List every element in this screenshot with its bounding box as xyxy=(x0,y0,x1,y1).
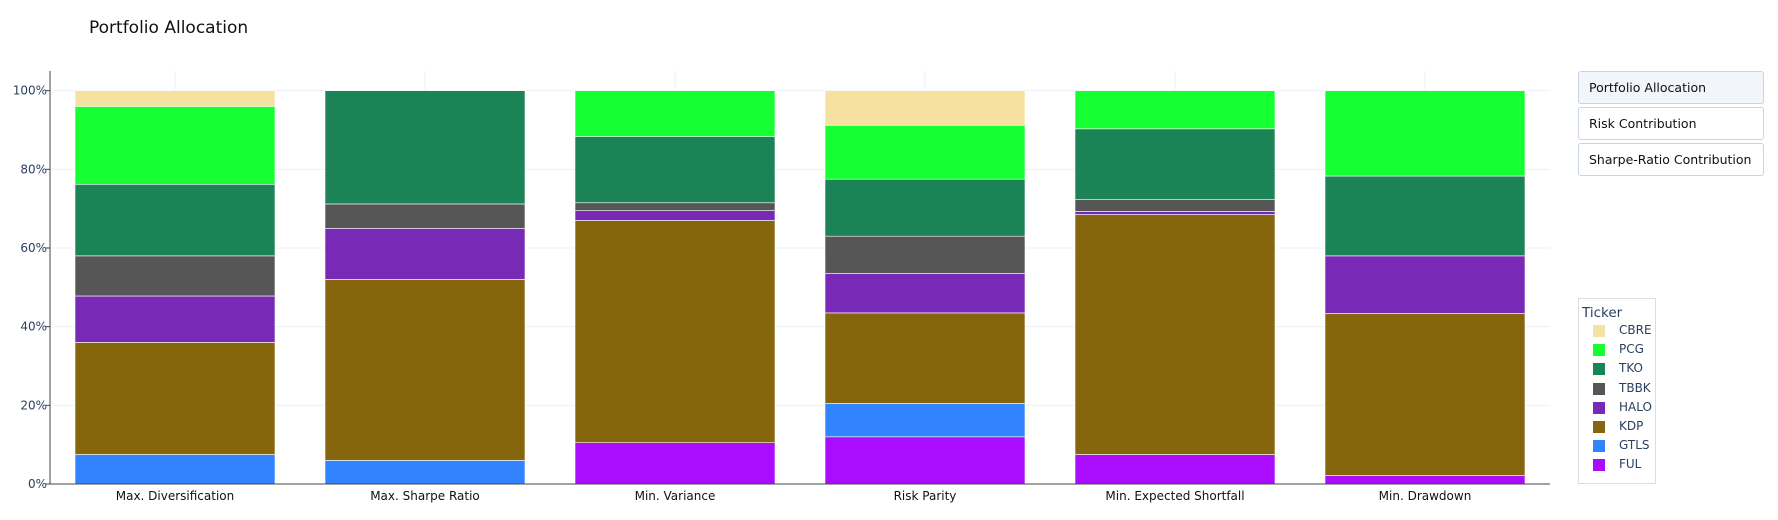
sharpe-ratio-contribution-button[interactable]: Sharpe-Ratio Contribution xyxy=(1578,143,1764,176)
bar-segment-halo[interactable] xyxy=(574,210,776,221)
bar-segment-halo[interactable] xyxy=(1074,211,1276,215)
chart-title: Portfolio Allocation xyxy=(89,18,249,38)
y-tick-label: 0% xyxy=(28,477,47,491)
bar-segment-cbre[interactable] xyxy=(74,90,276,107)
x-tick-label: Max. Diversification xyxy=(116,489,235,503)
bar-segment-tbbk[interactable] xyxy=(1074,199,1276,212)
bar-segment-ful[interactable] xyxy=(574,442,776,485)
bar-segment-halo[interactable] xyxy=(324,228,526,280)
bar-segment-kdp[interactable] xyxy=(1324,312,1526,476)
legend-label: FUL xyxy=(1619,457,1642,472)
legend-swatch xyxy=(1593,325,1605,337)
x-tick-label: Min. Variance xyxy=(635,489,716,503)
bar-segment-kdp[interactable] xyxy=(74,342,276,455)
y-tick-label: 80% xyxy=(20,162,47,176)
bar-segment-ful[interactable] xyxy=(824,436,1026,485)
bar-segment-ful[interactable] xyxy=(1324,475,1526,485)
bar-segment-gtls[interactable] xyxy=(324,460,526,485)
legend-item-halo[interactable]: HALO xyxy=(1579,398,1655,416)
bar-segment-kdp[interactable] xyxy=(824,312,1026,404)
x-tick-label: Max. Sharpe Ratio xyxy=(370,489,480,503)
bar-segment-pcg[interactable] xyxy=(574,90,776,137)
legend-swatch xyxy=(1593,363,1605,376)
bar-segment-pcg[interactable] xyxy=(74,106,276,185)
legend-label: KDP xyxy=(1619,419,1644,433)
bar-segment-halo[interactable] xyxy=(824,273,1026,314)
legend-swatch xyxy=(1593,382,1605,395)
legend-label: CBRE xyxy=(1619,323,1652,337)
bar-segment-gtls[interactable] xyxy=(74,454,276,485)
legend: Ticker CBRE PCG TKO TBBK HALO KDP GTLS FUL xyxy=(1578,298,1656,484)
y-tick-label: 40% xyxy=(20,320,47,334)
x-tick-label: Min. Drawdown xyxy=(1379,489,1472,503)
bar-segment-tko[interactable] xyxy=(1074,128,1276,200)
bar-segment-tko[interactable] xyxy=(324,90,526,205)
legend-swatch xyxy=(1593,401,1605,414)
view-menu: Portfolio Allocation Risk Contribution S… xyxy=(1578,71,1764,179)
bar-segment-kdp[interactable] xyxy=(574,220,776,443)
y-tick-label: 100% xyxy=(13,84,47,98)
bar-segment-pcg[interactable] xyxy=(1074,90,1276,130)
bar-segment-pcg[interactable] xyxy=(1324,90,1526,177)
legend-item-gtls[interactable]: GTLS xyxy=(1579,436,1655,454)
legend-swatch xyxy=(1593,440,1605,453)
legend-swatch xyxy=(1593,344,1605,357)
legend-label: GTLS xyxy=(1619,438,1650,453)
bar-segment-ful[interactable] xyxy=(1074,454,1276,485)
bar-segment-tbbk[interactable] xyxy=(324,203,526,229)
bar-segment-tko[interactable] xyxy=(824,178,1026,237)
legend-item-kdp[interactable]: KDP xyxy=(1579,417,1655,435)
bar-segment-kdp[interactable] xyxy=(324,279,526,461)
legend-label: HALO xyxy=(1619,399,1652,414)
bar-segment-tko[interactable] xyxy=(574,136,776,204)
legend-swatch xyxy=(1593,421,1605,433)
legend-item-ful[interactable]: FUL xyxy=(1579,455,1655,473)
y-tick-label: 20% xyxy=(20,398,47,412)
legend-item-tbbk[interactable]: TBBK xyxy=(1579,379,1655,397)
legend-item-tko[interactable]: TKO xyxy=(1579,359,1655,377)
bar-segment-gtls[interactable] xyxy=(824,403,1026,438)
axes: 0% 20% 40% 60% 80% 100% Max. Diversification Ma… xyxy=(13,71,1550,503)
bar-segment-tbbk[interactable] xyxy=(824,235,1026,274)
x-tick-label: Min. Expected Shortfall xyxy=(1105,489,1244,503)
bar-segment-tko[interactable] xyxy=(1324,175,1526,257)
bar-segment-tko[interactable] xyxy=(74,183,276,257)
legend-label: PCG xyxy=(1619,342,1644,357)
legend-label: TBBK xyxy=(1619,380,1651,395)
legend-title: Ticker xyxy=(1582,305,1623,321)
bar-segment-halo[interactable] xyxy=(1324,255,1526,314)
legend-item-cbre[interactable]: CBRE xyxy=(1579,321,1655,339)
risk-contribution-button[interactable]: Risk Contribution xyxy=(1578,107,1764,140)
bar-segment-tbbk[interactable] xyxy=(574,202,776,211)
bar-segment-tbbk[interactable] xyxy=(74,255,276,297)
legend-item-pcg[interactable]: PCG xyxy=(1579,340,1655,358)
portfolio-allocation-button[interactable]: Portfolio Allocation xyxy=(1578,71,1764,104)
legend-label: TKO xyxy=(1619,361,1643,376)
bar-segment-halo[interactable] xyxy=(74,295,276,343)
x-tick-label: Risk Parity xyxy=(894,489,957,503)
y-tick-label: 60% xyxy=(20,241,47,255)
bar-segment-pcg[interactable] xyxy=(824,124,1026,180)
bar-segment-kdp[interactable] xyxy=(1074,214,1276,455)
bar-segment-cbre[interactable] xyxy=(824,90,1026,126)
bars xyxy=(74,90,1526,485)
legend-swatch xyxy=(1593,459,1605,472)
